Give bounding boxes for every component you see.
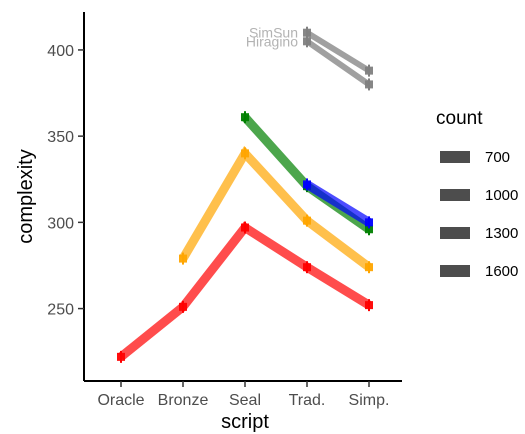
legend-key [440,189,470,201]
series-1 [179,145,373,274]
legend-entry: 1600 [440,263,518,280]
legend-entry: 1300 [440,225,518,242]
series-0 [117,221,373,363]
x-axis-title: script [221,411,269,433]
legend-entry: 1000 [440,187,518,204]
series-line [305,30,371,74]
legend-title: count [436,108,483,129]
series-4 [303,26,373,77]
legend-label: 700 [485,149,510,166]
series-layer [117,26,373,363]
legend-label: 1600 [485,263,518,280]
legend: count 700 1000 1300 1600 [436,108,518,280]
series-5 [303,35,373,91]
series-label: Hiragino [246,33,298,49]
legend-key [440,227,470,239]
y-tick-label: 300 [47,215,74,232]
series-line [118,221,372,361]
series-line [304,180,372,227]
axes: 250 300 350 400 Oracle Bronze Seal Trad. Simp. sc… [15,12,402,433]
x-tick-label: Trad. [289,392,326,409]
y-axis-title: complexity [15,149,37,243]
x-tick-label: Simp. [349,392,390,409]
y-tick-label: 250 [47,302,74,319]
series-line [179,145,372,271]
x-tick-label: Bronze [158,392,209,409]
legend-label: 1300 [485,225,518,242]
legend-entry: 700 [440,149,510,166]
series-label: SimSun [249,25,298,41]
y-tick-label: 400 [47,43,74,60]
legend-key [440,151,470,163]
legend-label: 1000 [485,187,518,204]
x-tick-label: Seal [229,392,261,409]
series-3 [303,178,373,229]
y-tick-label: 350 [47,129,74,146]
series-line [305,38,371,87]
legend-key [440,265,470,277]
x-tick-label: Oracle [97,392,144,409]
